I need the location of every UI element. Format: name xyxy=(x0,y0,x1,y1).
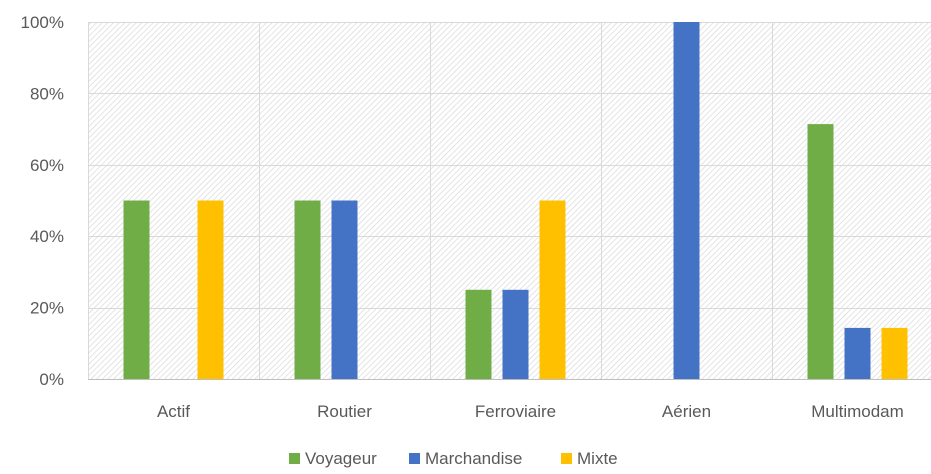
legend-label-marchandise: Marchandise xyxy=(425,449,522,468)
bar-mixte-3 xyxy=(539,200,566,379)
x-tick-label: Aérien xyxy=(662,402,711,421)
legend-swatch-voyageur xyxy=(289,453,300,464)
x-tick-label: Routier xyxy=(317,402,372,421)
legend-swatch-marchandise xyxy=(409,453,420,464)
bar-voyageur-1 xyxy=(123,200,150,379)
bar-marchandise-2 xyxy=(331,200,358,379)
y-tick-label: 80% xyxy=(30,84,64,103)
x-tick-label: Ferroviaire xyxy=(475,402,556,421)
y-tick-label: 60% xyxy=(30,156,64,175)
x-tick-label: Actif xyxy=(157,402,190,421)
bar-voyageur-3 xyxy=(465,289,492,380)
x-tick-label: Multimodam xyxy=(811,402,904,421)
legend: Voyageur Marchandise Mixte xyxy=(289,449,618,468)
y-tick-label: 20% xyxy=(30,299,64,318)
y-axis-tick-labels: 0% 20% 40% 60% 80% 100% xyxy=(21,13,64,389)
bar-voyageur-5 xyxy=(807,124,834,379)
bar-mixte-1 xyxy=(197,200,224,379)
x-axis-tick-labels: Actif Routier Ferroviaire Aérien Multimodam xyxy=(157,402,904,421)
legend-label-voyageur: Voyageur xyxy=(305,449,377,468)
legend-swatch-mixte xyxy=(561,453,572,464)
legend-label-mixte: Mixte xyxy=(577,449,618,468)
bar-marchandise-4 xyxy=(673,22,700,379)
y-tick-label: 100% xyxy=(21,13,64,32)
bar-voyageur-2 xyxy=(294,200,321,379)
y-tick-label: 0% xyxy=(39,370,64,389)
bar-marchandise-5 xyxy=(844,327,871,379)
bar-mixte-5 xyxy=(881,327,908,379)
bars xyxy=(123,22,908,380)
y-tick-label: 40% xyxy=(30,227,64,246)
bar-marchandise-3 xyxy=(502,289,529,380)
